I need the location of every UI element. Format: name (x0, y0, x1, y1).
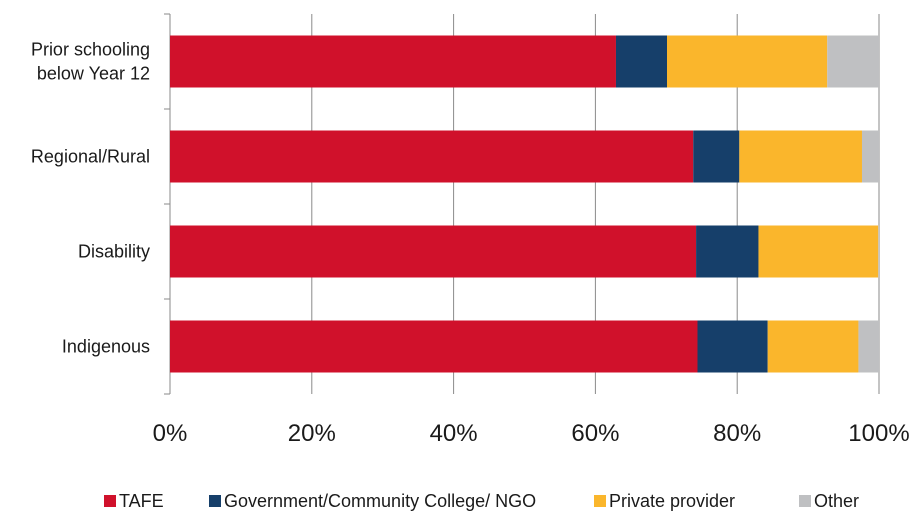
bar-segment (170, 320, 698, 373)
bar-segment (739, 130, 862, 183)
bar-segment (697, 320, 768, 373)
x-axis-tick-labels: 0% 20% 40% 60% 80% 100% (153, 420, 910, 447)
legend: TAFE Government/Community College/ NGO Pri… (104, 491, 859, 511)
bar-segment (693, 130, 740, 183)
category-label: Disability (78, 242, 150, 262)
x-tick-label: 80% (713, 420, 761, 447)
legend-label: Government/Community College/ NGO (224, 491, 536, 511)
bar-segment (615, 35, 668, 88)
category-label-line: Regional/Rural (31, 147, 150, 167)
bar-segment (878, 225, 879, 278)
x-tick-label: 0% (153, 420, 188, 447)
y-axis (164, 13, 171, 395)
bar-segment (827, 35, 879, 88)
bar-segment (170, 35, 616, 88)
bar-segment (667, 35, 828, 88)
bar-segment (170, 225, 697, 278)
legend-label: Private provider (609, 491, 735, 511)
legend-swatch (209, 495, 221, 507)
legend-label: TAFE (119, 491, 164, 511)
bar-segment (767, 320, 859, 373)
category-label: Regional/Rural (31, 147, 150, 167)
bar-segment (170, 130, 694, 183)
x-tick-label: 40% (430, 420, 478, 447)
category-label: Prior schooling below Year 12 (31, 40, 150, 84)
legend-label: Other (814, 491, 859, 511)
category-label-line: Indigenous (62, 337, 150, 357)
x-tick-label: 20% (288, 420, 336, 447)
category-labels: Prior schooling below Year 12 Regional/Rur… (31, 40, 150, 357)
x-tick-label: 60% (571, 420, 619, 447)
bars (170, 35, 879, 373)
category-label-line: Prior schooling (31, 40, 150, 60)
legend-swatch (104, 495, 116, 507)
category-label: Indigenous (62, 337, 150, 357)
category-label-line: Disability (78, 242, 150, 262)
legend-swatch (799, 495, 811, 507)
legend-swatch (594, 495, 606, 507)
bar-segment (861, 130, 879, 183)
bar-segment (858, 320, 879, 373)
bar-segment (758, 225, 879, 278)
bar-segment (696, 225, 759, 278)
category-label-line: below Year 12 (37, 64, 150, 84)
x-tick-label: 100% (848, 420, 909, 447)
